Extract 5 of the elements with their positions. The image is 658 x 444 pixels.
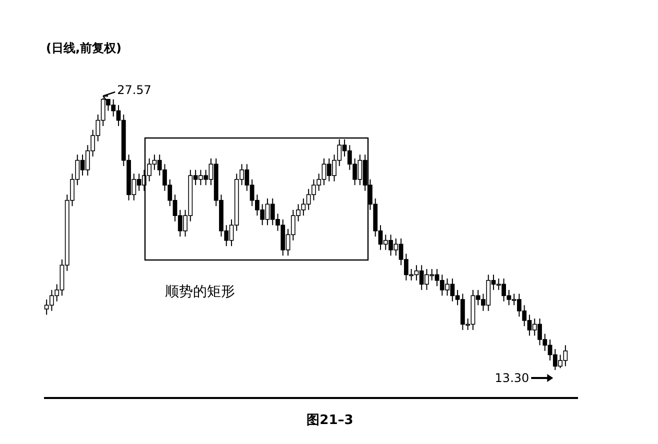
text: 13.30: [494, 371, 530, 385]
caption: 图21–3: [306, 413, 354, 428]
text: 27.57: [117, 83, 152, 97]
annotation: 顺势的矩形: [165, 284, 235, 300]
chart-title: (日线,前复权): [46, 41, 122, 55]
